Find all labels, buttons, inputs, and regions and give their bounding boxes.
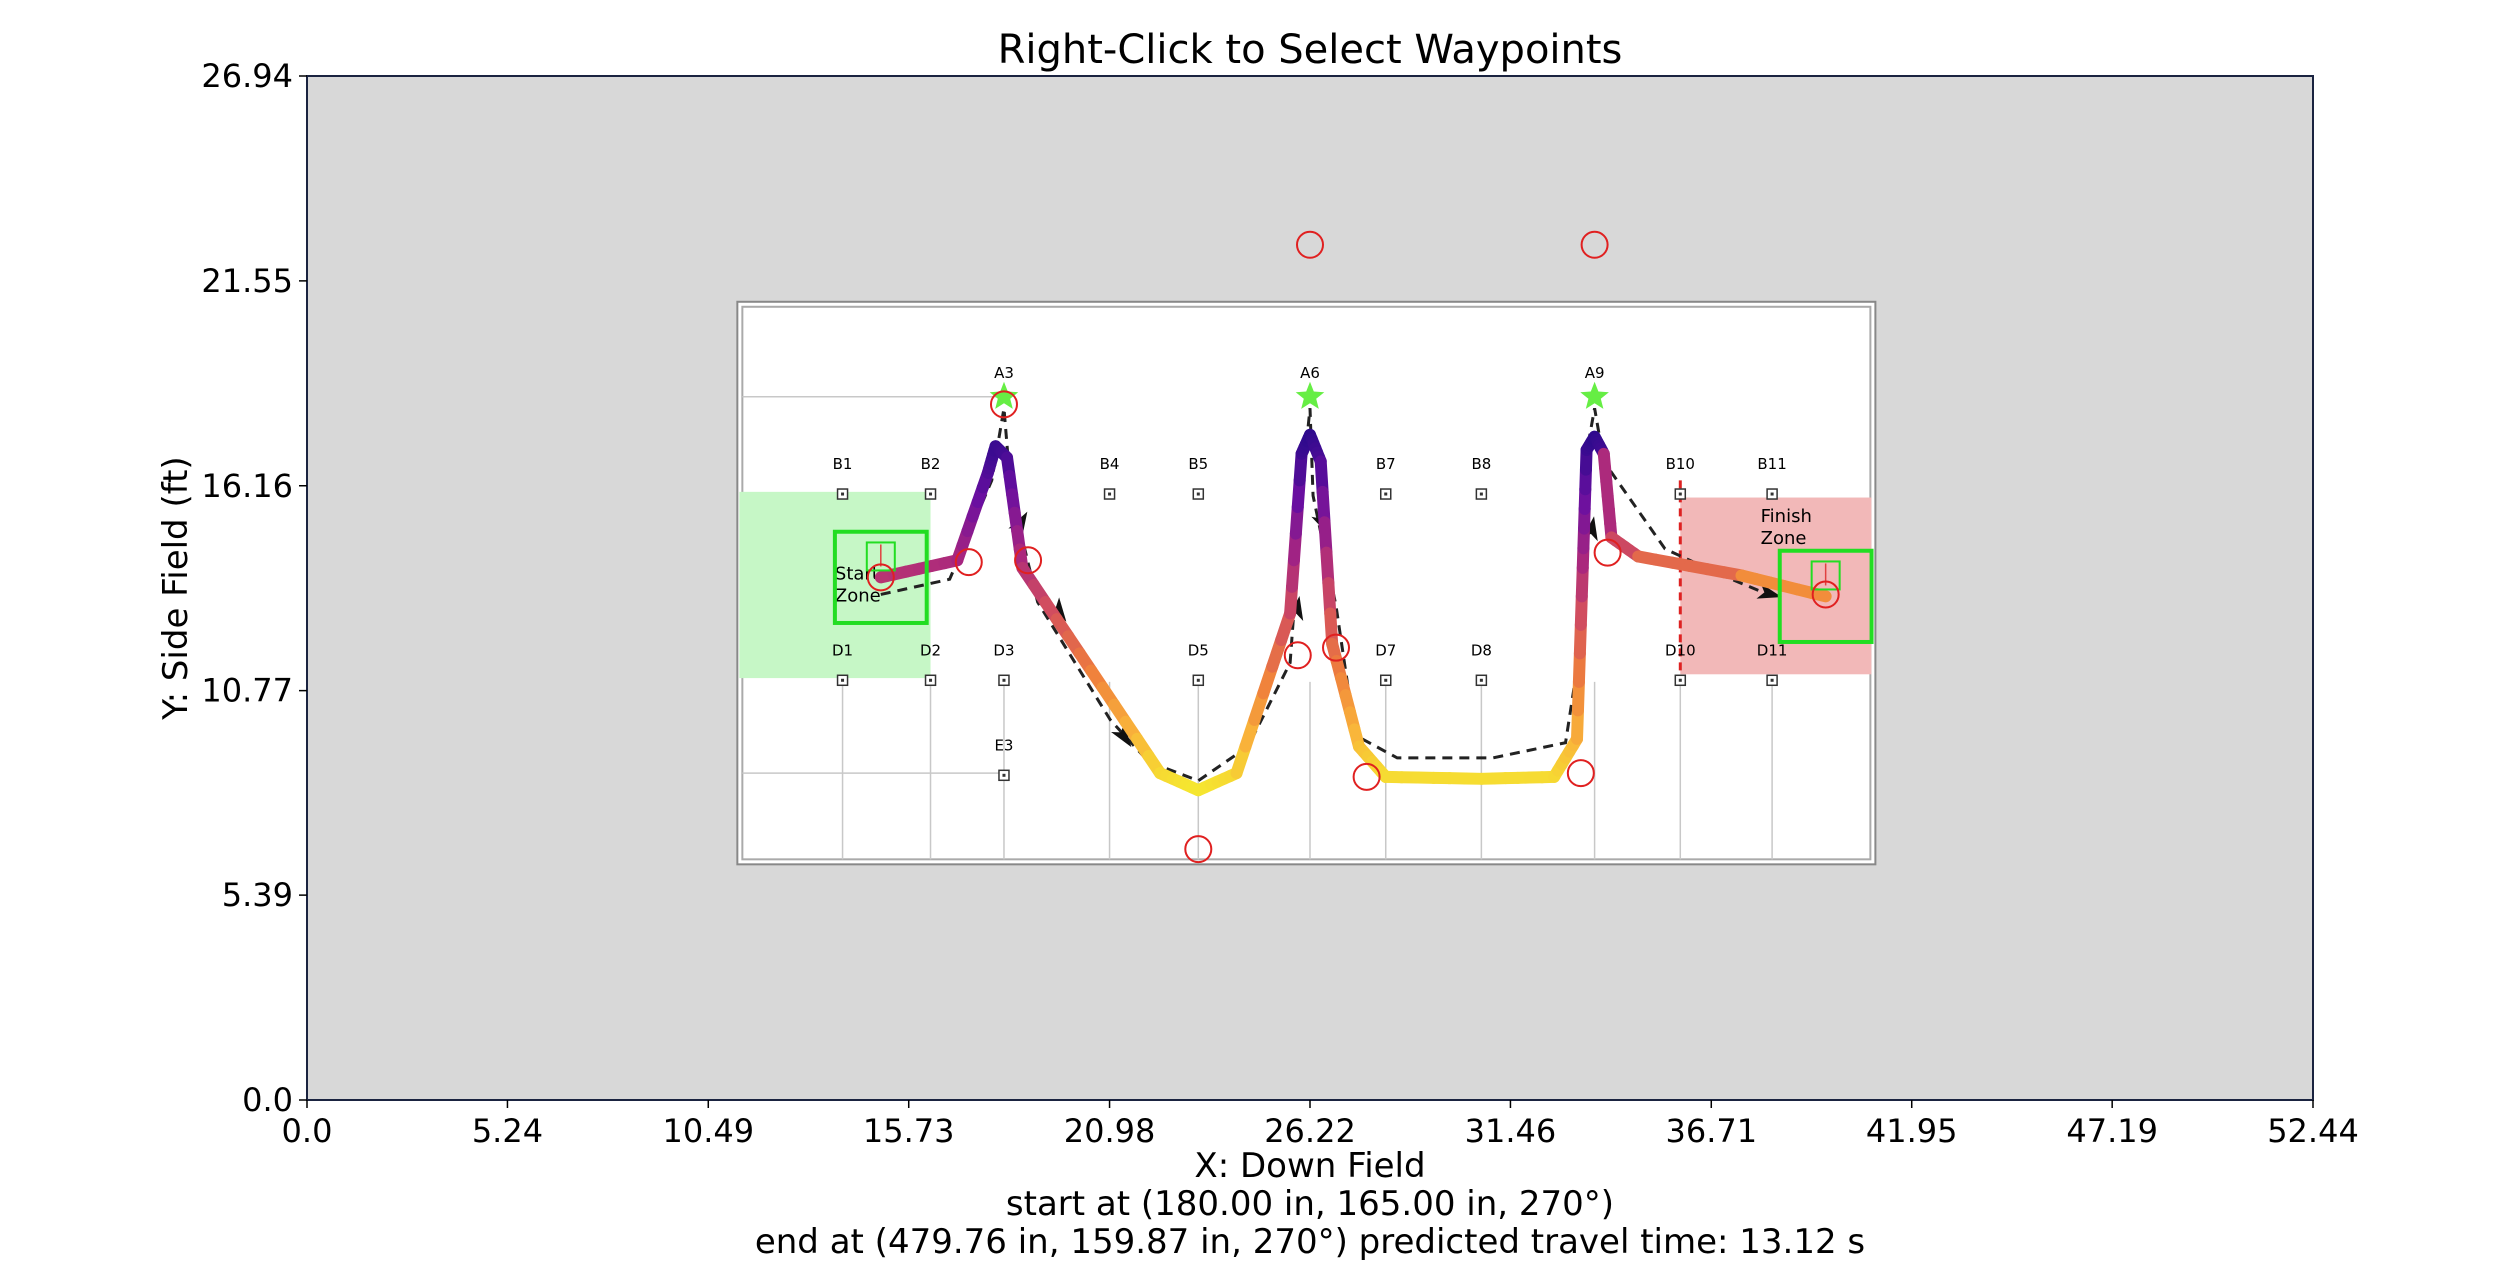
x-tick-label: 26.22 xyxy=(1264,1112,1356,1150)
field-marker-dot xyxy=(1002,773,1006,777)
finish-zone-label: Finish xyxy=(1761,506,1812,527)
waypoint-marker xyxy=(1811,580,1840,609)
field-marker-dot xyxy=(1479,678,1483,682)
robot-pose-box xyxy=(1777,548,1874,644)
field-marker-label: D1 xyxy=(832,641,853,659)
field-marker-dot xyxy=(1384,492,1388,496)
x-tick-label: 10.49 xyxy=(662,1112,754,1150)
x-tick-label: 5.24 xyxy=(472,1112,543,1150)
waypoint-marker xyxy=(1184,835,1213,864)
x-tick-label: 31.46 xyxy=(1465,1112,1557,1150)
field-marker-dot xyxy=(1678,492,1682,496)
field-marker-label: B7 xyxy=(1376,455,1396,473)
field-marker-dot xyxy=(929,492,933,496)
finish-zone-label: Zone xyxy=(1761,528,1807,549)
markers xyxy=(832,230,1874,864)
robot-heading-box xyxy=(1810,560,1841,591)
x-tick-label: 41.95 xyxy=(1866,1112,1958,1150)
x-tick-label: 52.44 xyxy=(2267,1112,2359,1150)
path-arrow xyxy=(1756,583,1782,599)
x-axis-label: X: Down Field xyxy=(1194,1146,1425,1186)
path-segment xyxy=(1805,586,1832,603)
field-marker-label: D2 xyxy=(920,641,941,659)
field-marker-dot xyxy=(1196,492,1200,496)
field-marker-label: A9 xyxy=(1585,364,1605,382)
field-marker-label: A3 xyxy=(994,364,1014,382)
field-marker-label: B11 xyxy=(1757,455,1786,473)
y-tick-label: 26.94 xyxy=(201,57,293,95)
x-axis-ticks: 0.0 5.24 10.49 15.73 20.98 26.22 31.46 36.71 41.… xyxy=(282,1100,2359,1150)
waypoint-marker xyxy=(1566,759,1595,788)
field-marker-label: D10 xyxy=(1665,641,1696,659)
target-star-icon xyxy=(989,381,1019,409)
planned-path xyxy=(874,428,1832,797)
start-zone-label: Zone xyxy=(835,585,881,606)
y-tick-label: 0.0 xyxy=(242,1081,293,1119)
y-tick-label: 10.77 xyxy=(201,672,293,710)
status-start-pose: start at (180.00 in, 165.00 in, 270°) xyxy=(1006,1184,1614,1224)
field-marker-dot xyxy=(1196,678,1200,682)
path-arrowhead xyxy=(1756,583,1782,599)
field-marker-dot xyxy=(1770,678,1774,682)
waypoint-marker xyxy=(989,390,1018,419)
field-marker-label: D11 xyxy=(1757,641,1788,659)
path-arrow xyxy=(1111,722,1132,748)
field-marker-label: D3 xyxy=(993,641,1014,659)
field-marker-dot xyxy=(841,678,845,682)
x-tick-label: 20.98 xyxy=(1064,1112,1156,1150)
target-star-icon xyxy=(1295,381,1325,409)
waypoint-marker xyxy=(1352,762,1381,791)
field-marker-label: E3 xyxy=(994,736,1013,754)
field-marker-label: D7 xyxy=(1375,641,1396,659)
waypoint-marker xyxy=(954,548,983,577)
field-marker-label: B1 xyxy=(833,455,853,473)
field-marker-label: B2 xyxy=(921,455,941,473)
chart-title: Right-Click to Select Waypoints xyxy=(998,27,1623,73)
waypoint-marker xyxy=(1296,230,1324,259)
field-marker-label: D8 xyxy=(1471,641,1492,659)
robot-heading-box xyxy=(865,541,896,572)
path-arrowhead xyxy=(1111,722,1132,748)
robot-pose-box xyxy=(832,529,929,625)
field-marker-label: D5 xyxy=(1188,641,1209,659)
field-marker-dot xyxy=(1479,492,1483,496)
x-tick-label: 0.0 xyxy=(282,1112,333,1150)
y-axis-ticks: 0.0 5.39 10.77 16.16 21.55 26.94 xyxy=(201,57,307,1119)
x-tick-label: 36.71 xyxy=(1665,1112,1757,1150)
field-marker-dot xyxy=(1384,678,1388,682)
field-marker-dot xyxy=(1002,678,1006,682)
target-star-icon xyxy=(1580,381,1609,409)
waypoint-marker xyxy=(1593,538,1622,567)
field-image: A3 A6 A9 B1 B2 B4 B5 B7 B8 B10 B11 D1 D2 D3 D5 D7 D8 D10 D… xyxy=(736,300,1877,866)
x-tick-label: 47.19 xyxy=(2066,1112,2158,1150)
field-marker-label: B10 xyxy=(1666,455,1695,473)
waypoint-marker xyxy=(866,563,895,592)
field-marker-label: A6 xyxy=(1300,364,1320,382)
y-tick-label: 21.55 xyxy=(201,262,293,300)
y-tick-label: 5.39 xyxy=(222,876,293,914)
field-marker-dot xyxy=(1108,492,1112,496)
field-marker-dot xyxy=(841,492,845,496)
waypoint-marker xyxy=(1322,633,1351,662)
waypoint-marker xyxy=(1014,546,1043,575)
field-marker-label: B5 xyxy=(1188,455,1208,473)
status-end-pose: end at (479.76 in, 159.87 in, 270°) pred… xyxy=(755,1222,1865,1262)
field-marker-dot xyxy=(1678,678,1682,682)
y-axis-label: Y: Side Field (ft) xyxy=(156,456,196,720)
waypoint-marker xyxy=(1580,230,1609,259)
plot-area[interactable]: A3 A6 A9 B1 B2 B4 B5 B7 B8 B10 B11 D1 D2 D3 D5 D7 D8 D10 D… xyxy=(306,75,2314,1101)
field-marker-dot xyxy=(1770,492,1774,496)
field-marker-label: B4 xyxy=(1100,455,1120,473)
x-tick-label: 15.73 xyxy=(863,1112,955,1150)
field-marker-label: B8 xyxy=(1471,455,1491,473)
y-tick-label: 16.16 xyxy=(201,467,293,505)
waypoint-marker xyxy=(1283,641,1312,670)
field-marker-dot xyxy=(929,678,933,682)
